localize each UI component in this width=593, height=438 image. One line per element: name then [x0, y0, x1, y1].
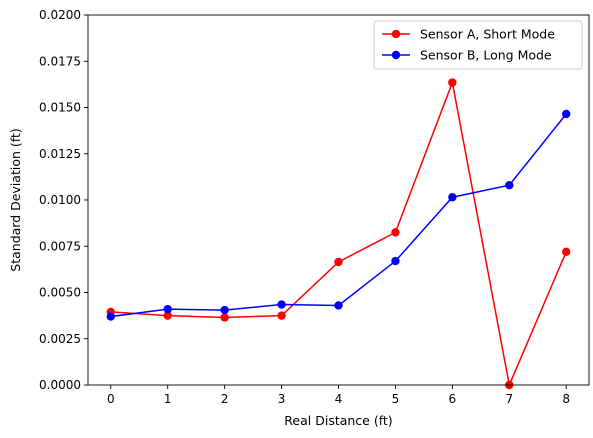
y-tick-label: 0.0075	[39, 239, 81, 253]
data-point	[562, 109, 571, 119]
data-point	[277, 300, 286, 309]
data-point	[220, 313, 229, 322]
data-point	[106, 312, 115, 321]
x-tick-label: 6	[449, 392, 457, 406]
data-point	[163, 304, 172, 314]
x-tick-label: 2	[221, 392, 229, 406]
y-tick-label: 0.0100	[39, 193, 81, 207]
legend-item: Sensor A, Short Mode	[382, 27, 555, 42]
series-2	[106, 109, 571, 321]
x-tick-label: 5	[392, 392, 400, 406]
x-tick-label: 8	[562, 392, 570, 406]
series-1	[106, 78, 571, 390]
plot-frame	[87, 14, 590, 386]
y-tick-label: 0.0000	[39, 378, 81, 392]
data-point	[220, 305, 229, 315]
data-point	[334, 301, 343, 310]
legend: Sensor A, Short Mode Sensor B, Long Mode	[373, 20, 583, 70]
series-line	[110, 113, 567, 318]
y-tick-label: 0.0175	[39, 54, 81, 68]
series-layer	[106, 78, 571, 390]
legend-marker	[391, 50, 401, 60]
series-line	[110, 79, 567, 388]
data-point	[448, 78, 457, 87]
y-tick-label: 0.0200	[39, 8, 81, 22]
data-point	[391, 228, 400, 237]
legend-label: Sensor B, Long Mode	[420, 48, 552, 63]
y-tick-label: 0.0150	[39, 101, 81, 115]
x-tick-label: 3	[278, 392, 286, 406]
legend-box	[373, 20, 583, 70]
data-point	[448, 193, 457, 202]
data-point	[277, 311, 286, 320]
x-tick-label: 7	[505, 392, 513, 406]
legend-marker	[391, 29, 401, 39]
y-axis-ticks: 0.0000 0.0025 0.0050 0.0075 0.0100 0.0125 0.01…	[39, 8, 88, 392]
x-axis-label: Real Distance (ft)	[284, 413, 392, 428]
data-point	[334, 257, 343, 267]
legend-item: Sensor B, Long Mode	[382, 48, 552, 63]
legend-label: Sensor A, Short Mode	[420, 27, 555, 42]
data-point	[562, 247, 571, 256]
data-point	[391, 256, 400, 266]
y-tick-label: 0.0025	[39, 332, 81, 346]
y-tick-label: 0.0125	[39, 147, 81, 161]
data-point	[163, 311, 172, 320]
x-tick-label: 1	[164, 392, 172, 406]
x-axis-ticks: 0 1 2 3 4 5 6 7 8	[107, 385, 570, 406]
data-point	[505, 181, 514, 190]
x-tick-label: 0	[107, 392, 115, 406]
y-axis-label: Standard Deviation (ft)	[8, 128, 23, 271]
y-tick-label: 0.0050	[39, 286, 81, 300]
x-tick-label: 4	[335, 392, 343, 406]
